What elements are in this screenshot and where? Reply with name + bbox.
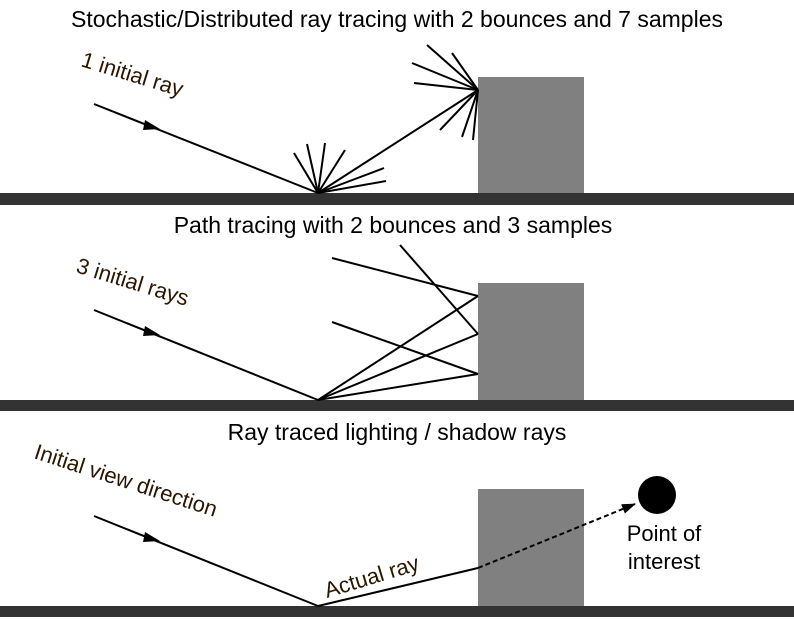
panel-3-ray-label: Initial view direction [31, 439, 220, 522]
panel-2-ground [0, 400, 794, 411]
panel-1-obstacle [478, 77, 584, 193]
panel-3-obstacle [478, 489, 584, 606]
panel-2-title: Path tracing with 2 bounces and 3 sample… [174, 212, 613, 238]
panel-3-view-ray-arrowhead [143, 532, 160, 542]
point-of-interest-label-line1: Point of [627, 521, 702, 546]
panel-1-title: Stochastic/Distributed ray tracing with … [71, 6, 723, 32]
point-of-interest-label-line2: interest [628, 549, 700, 574]
panel-distributed-ray-tracing: Stochastic/Distributed ray tracing with … [0, 6, 794, 205]
panel-1-initial-ray-arrowhead [143, 120, 160, 130]
panel-2-path-samples [317, 244, 479, 401]
panel-1-ground [0, 193, 794, 205]
panel-3-view-ray [93, 515, 319, 607]
panel-path-tracing: Path tracing with 2 bounces and 3 sample… [0, 212, 794, 411]
panel-3-shadow-ray [477, 503, 636, 569]
panel-shadow-rays: Ray traced lighting / shadow rays Initia… [0, 419, 794, 617]
panel-2-initial-ray-arrowhead [143, 326, 160, 336]
panel-1-initial-ray [93, 103, 319, 194]
point-of-interest-marker [638, 476, 676, 514]
panel-1-ground-sample-fan [293, 89, 479, 194]
panel-3-actual-ray [317, 567, 479, 607]
panel-2-obstacle [478, 283, 584, 400]
panel-1-ray-label: 1 initial ray [79, 47, 187, 102]
panel-3-actual-ray-label: Actual ray [321, 550, 422, 603]
panel-2-initial-ray [93, 309, 319, 401]
panel-2-ray-label: 3 initial rays [74, 253, 192, 311]
panel-3-title: Ray traced lighting / shadow rays [228, 419, 567, 445]
panel-3-ground [0, 606, 794, 617]
panel-1-obstacle-sample-fan [411, 44, 479, 141]
